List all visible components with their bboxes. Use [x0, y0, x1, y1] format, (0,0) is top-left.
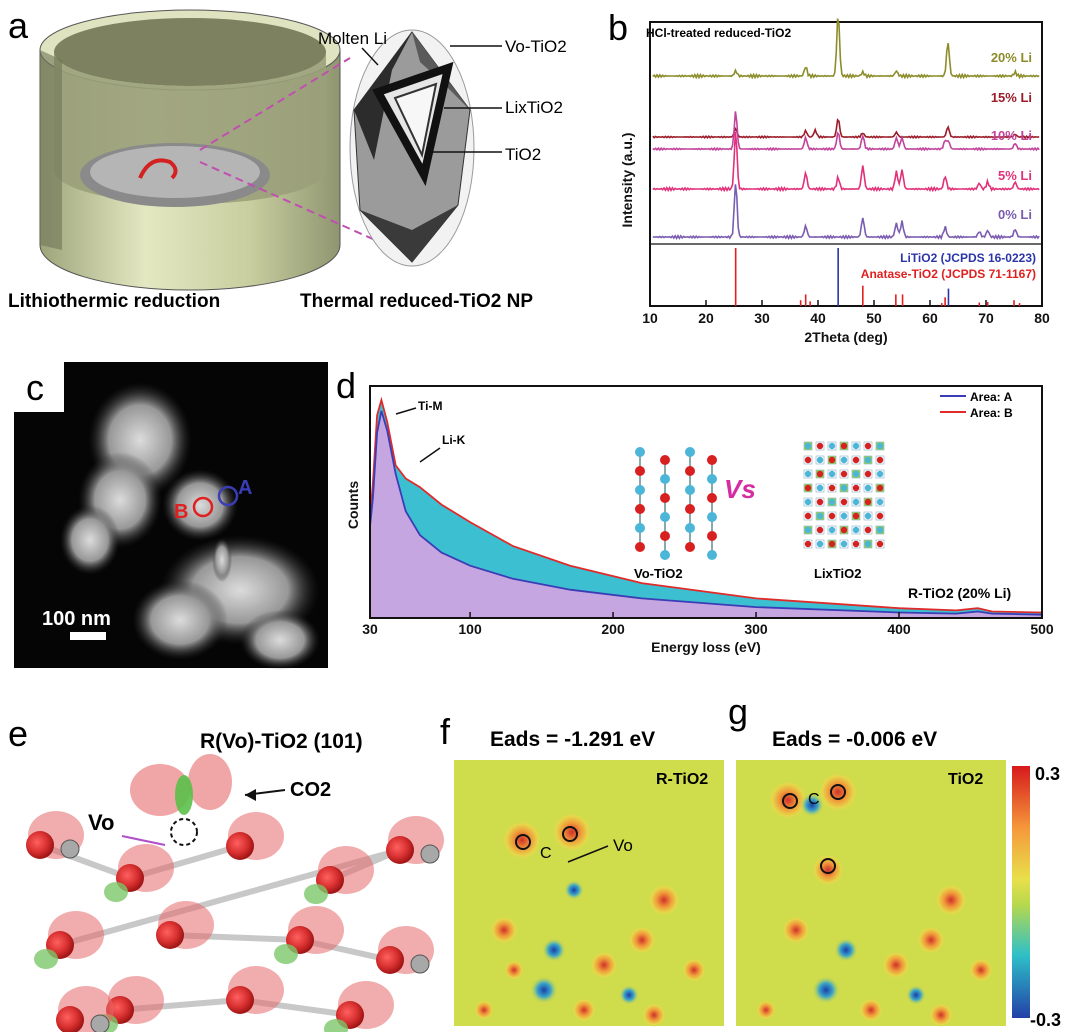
panel-g-eads: Eads = -0.006 eV — [772, 728, 937, 751]
xrd-series-label-4: 0% Li — [998, 207, 1032, 222]
eels-tick-1: 100 — [458, 621, 482, 637]
panel-e: e R(Vo)-TiO2 (101) CO2 Vo — [8, 713, 444, 1032]
scalebar-label: 100 nm — [42, 608, 111, 630]
crucible-illustration — [39, 9, 341, 291]
xrd-line-3 — [652, 131, 1040, 193]
panel-g-label: g — [728, 691, 748, 732]
chart-b-reference-group: LiTiO2 (JCPDS 16-0223) Anatase-TiO2 (JCPD… — [734, 248, 1036, 306]
chart-b-ticks: 10 20 30 40 50 60 70 80 — [642, 300, 1050, 326]
panel-e-title: R(Vo)-TiO2 (101) — [200, 730, 363, 753]
map-f-atom-c: C — [540, 845, 552, 862]
panel-d: d 30 100 200 300 400 500 Energy loss (eV) Cou… — [336, 365, 1054, 655]
chart-d-xlabel: Energy loss (eV) — [651, 639, 761, 655]
scalebar — [70, 632, 106, 640]
map-f-vo: Vo — [613, 836, 633, 855]
caption-thermal-reduced: Thermal reduced-TiO2 NP — [300, 291, 533, 312]
colorbar — [1012, 766, 1030, 1018]
xrd-tick-1: 20 — [698, 310, 714, 326]
chart-d-ticks: 30 100 200 300 400 500 — [362, 612, 1054, 637]
panel-e-label: e — [8, 713, 28, 754]
eels-fill-1 — [370, 400, 1042, 618]
area-b-label: B — [174, 501, 188, 523]
sample-label: R-TiO2 (20% Li) — [908, 585, 1011, 601]
eels-line-0 — [369, 410, 1043, 616]
xrd-series-label-2: 10% Li — [991, 128, 1032, 143]
vacancy-marker — [170, 818, 198, 846]
colorbar-min: -0.3 — [1030, 1010, 1061, 1030]
vs-label: Vs — [724, 474, 756, 504]
eels-fill-0 — [370, 410, 1042, 618]
ref-label-1: Anatase-TiO2 (JCPDS 71-1167) — [861, 267, 1036, 281]
xrd-tick-2: 30 — [754, 310, 770, 326]
area-a-label: A — [238, 477, 252, 499]
xrd-series-label-0: 20% Li — [991, 50, 1032, 65]
chart-b-series-group: 20% Li 15% Li 10% Li 5% Li 0% Li — [652, 18, 1040, 241]
xrd-series-label-3: 5% Li — [998, 168, 1032, 183]
panel-a: a Molten Li Vo-TiO2 LixTiO2 — [8, 5, 567, 312]
xrd-line-2 — [652, 111, 1040, 152]
panel-c: c A B 100 nm — [14, 362, 328, 670]
area-a-ring — [217, 485, 239, 507]
xrd-line-1 — [652, 118, 1040, 140]
vo-tio2-label: Vo-TiO2 — [505, 37, 567, 56]
area-b-ring — [192, 496, 214, 518]
eels-tick-2: 200 — [601, 621, 625, 637]
tio2-label: TiO2 — [505, 145, 541, 164]
vo-label-e: Vo — [88, 810, 114, 835]
legend-area-a: Area: A — [970, 390, 1013, 404]
lixtio2-structure-illustration — [803, 441, 885, 549]
panel-f-label: f — [440, 711, 451, 752]
legend-area-b: Area: B — [970, 406, 1013, 420]
co2-label: CO2 — [290, 779, 331, 801]
chart-d-areas — [369, 396, 1043, 618]
struct-left-label: Vo-TiO2 — [634, 566, 683, 581]
annot-ti-m: Ti-M — [418, 399, 442, 413]
chart-d-ylabel: Counts — [345, 481, 361, 529]
colorbar-max: 0.3 — [1035, 764, 1060, 784]
charge-density-slab-illustration — [26, 754, 444, 1032]
ref-label-0: LiTiO2 (JCPDS 16-0223) — [900, 251, 1036, 265]
map-g-label: TiO2 — [948, 771, 983, 788]
panel-b-label: b — [608, 7, 628, 48]
struct-right-label: LixTiO2 — [814, 566, 861, 581]
panel-d-label: d — [336, 365, 356, 406]
panel-g: g Eads = -0.006 eV TiO2 C 0.3 -0.3 — [728, 691, 1061, 1030]
chart-d-frame — [369, 385, 1043, 619]
lixtio2-label: LixTiO2 — [505, 98, 563, 117]
eels-tick-4: 400 — [887, 621, 911, 637]
panel-b: b HCl-treated reduced-TiO2 20% Li 15% Li 1… — [608, 7, 1050, 345]
map-f-label: R-TiO2 — [656, 771, 708, 788]
chart-d-legend: Area: A Area: B — [940, 390, 1013, 420]
vo-tio2-structure-illustration — [635, 447, 717, 560]
annot-li-k: Li-K — [442, 433, 466, 447]
xrd-tick-6: 70 — [978, 310, 994, 326]
chart-b-xlabel: 2Theta (deg) — [804, 329, 887, 345]
molten-li-label: Molten Li — [318, 29, 387, 48]
chart-b-frame — [649, 21, 1043, 307]
chart-b-title: HCl-treated reduced-TiO2 — [646, 26, 791, 40]
eels-line-1 — [369, 396, 1043, 614]
xrd-tick-0: 10 — [642, 310, 658, 326]
xrd-tick-3: 40 — [810, 310, 826, 326]
nanoparticle-crystal-illustration — [349, 29, 475, 267]
eels-tick-0: 30 — [362, 621, 378, 637]
charge-map-r-tio2 — [454, 760, 724, 1026]
xrd-tick-5: 60 — [922, 310, 938, 326]
panel-c-label: c — [26, 367, 44, 408]
xrd-tick-7: 80 — [1034, 310, 1050, 326]
panel-f-eads: Eads = -1.291 eV — [490, 728, 655, 751]
panel-a-label: a — [8, 5, 29, 46]
eels-tick-3: 300 — [744, 621, 768, 637]
panel-f: f Eads = -1.291 eV R-TiO2 C Vo — [440, 711, 724, 1027]
xrd-line-0 — [652, 18, 1040, 80]
xrd-tick-4: 50 — [866, 310, 882, 326]
chart-b-ylabel: Intensity (a.u.) — [619, 133, 635, 228]
xrd-line-4 — [652, 184, 1040, 241]
caption-lithiothermic: Lithiothermic reduction — [8, 291, 220, 312]
heating-arrow-icon — [138, 158, 178, 180]
map-g-atom-c: C — [808, 791, 820, 808]
eels-tick-5: 500 — [1030, 621, 1054, 637]
xrd-series-label-1: 15% Li — [991, 90, 1032, 105]
